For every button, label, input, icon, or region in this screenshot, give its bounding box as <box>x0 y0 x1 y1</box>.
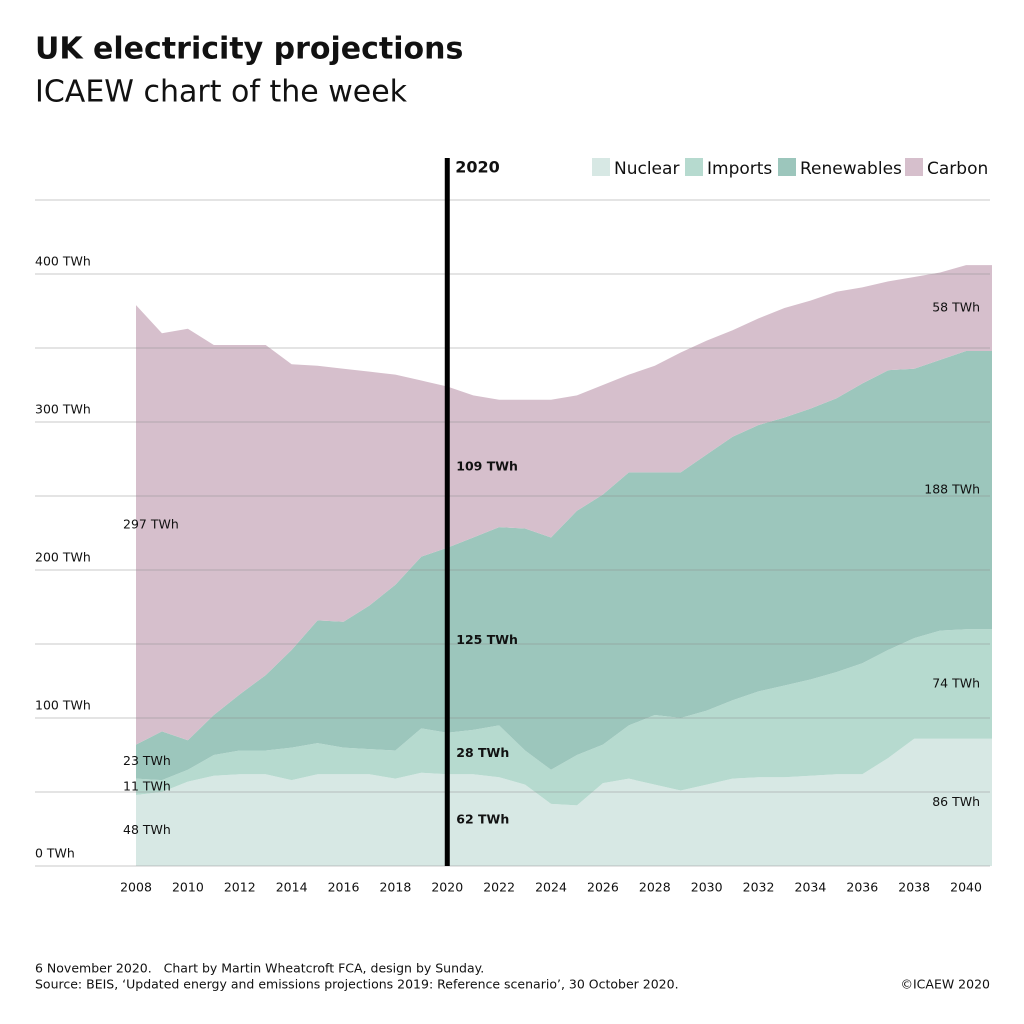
legend-swatch <box>685 158 703 176</box>
y-tick-label: 400 TWh <box>35 254 91 269</box>
copyright: ©ICAEW 2020 <box>900 977 990 992</box>
data-label: 23 TWh <box>123 753 171 768</box>
source: Source: BEIS, ‘Updated energy and emissi… <box>35 977 679 992</box>
x-tick-label: 2028 <box>639 880 671 895</box>
x-tick-label: 2022 <box>483 880 515 895</box>
x-tick-label: 2010 <box>172 880 204 895</box>
data-label: 11 TWh <box>123 778 171 793</box>
data-label: 125 TWh <box>456 632 518 647</box>
footnote: 6 November 2020. Chart by Martin Wheatcr… <box>35 961 484 976</box>
area <box>136 629 992 806</box>
x-tick-label: 2020 <box>431 880 463 895</box>
y-tick-label: 100 TWh <box>35 698 91 713</box>
data-label: 58 TWh <box>932 300 980 315</box>
data-label: 48 TWh <box>123 822 171 837</box>
legend-swatch <box>592 158 610 176</box>
y-tick-label: 0 TWh <box>35 846 75 861</box>
y-tick-label: 200 TWh <box>35 550 91 565</box>
x-tick-label: 2032 <box>743 880 775 895</box>
x-tick-label: 2016 <box>328 880 360 895</box>
area <box>136 738 992 866</box>
legend-swatch <box>905 158 923 176</box>
x-tick-label: 2026 <box>587 880 619 895</box>
x-tick-label: 2014 <box>276 880 308 895</box>
legend-label: Carbon <box>927 159 988 179</box>
x-tick-label: 2030 <box>691 880 723 895</box>
chart-subtitle: ICAEW chart of the week <box>35 75 408 110</box>
x-tick-label: 2012 <box>224 880 256 895</box>
data-label: 86 TWh <box>932 794 980 809</box>
marker-label: 2020 <box>455 158 500 177</box>
legend-label: Imports <box>707 159 772 179</box>
legend-label: Renewables <box>800 159 902 179</box>
x-tick-label: 2034 <box>795 880 827 895</box>
area <box>136 265 992 745</box>
data-label: 188 TWh <box>924 482 980 497</box>
x-tick-label: 2018 <box>379 880 411 895</box>
legend-label: Nuclear <box>614 159 679 179</box>
data-label: 109 TWh <box>456 459 518 474</box>
data-label: 28 TWh <box>456 745 509 760</box>
area <box>136 350 992 781</box>
y-tick-label: 300 TWh <box>35 402 91 417</box>
data-label: 297 TWh <box>123 516 179 531</box>
x-tick-label: 2040 <box>950 880 982 895</box>
x-tick-label: 2008 <box>120 880 152 895</box>
data-label: 62 TWh <box>456 812 509 827</box>
x-tick-label: 2038 <box>898 880 930 895</box>
x-tick-label: 2024 <box>535 880 567 895</box>
data-label: 74 TWh <box>932 675 980 690</box>
x-tick-label: 2036 <box>846 880 878 895</box>
chart-title: UK electricity projections <box>35 32 463 67</box>
legend-swatch <box>778 158 796 176</box>
